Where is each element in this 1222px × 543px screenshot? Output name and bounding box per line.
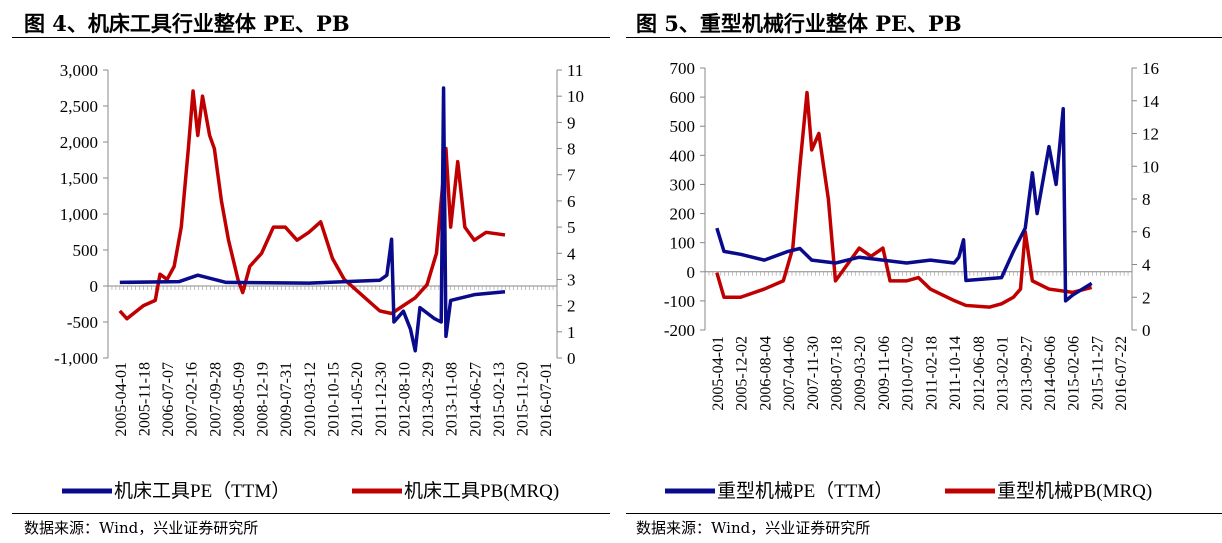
x-tick-label: 2011-12-30	[373, 362, 390, 436]
x-tick-label: 2010-10-15	[326, 362, 343, 437]
y-right-tick-label: 6	[567, 192, 576, 211]
y-right-tick-label: 8	[567, 140, 576, 159]
y-right-tick-label: 7	[567, 166, 576, 185]
y-left-tick-label: -500	[67, 313, 98, 332]
y-right-tick-label: 11	[567, 61, 583, 80]
source-note-2: 数据来源：Wind，兴业证券研究所	[636, 519, 871, 537]
y-right-tick-label: 1	[567, 323, 576, 342]
y-right-tick-label: 9	[567, 113, 576, 132]
x-tick-label: 2009-07-31	[278, 362, 295, 437]
x-tick-label: 2011-10-14	[947, 336, 964, 410]
x-tick-label: 2005-12-02	[734, 336, 751, 411]
source-rule-2	[626, 513, 1222, 514]
x-tick-label: 2005-11-18	[136, 362, 153, 436]
y-right-tick-label: 8	[1142, 190, 1151, 209]
y-right-tick-label: 10	[567, 87, 584, 106]
y-left-tick-label: 500	[73, 241, 99, 260]
y-right-tick-label: 0	[1142, 321, 1151, 340]
x-tick-label: 2006-07-07	[160, 362, 177, 437]
legend-label: 机床工具PB(MRQ)	[404, 480, 559, 502]
pe-series-line	[715, 107, 1093, 303]
x-tick-label: 2007-02-16	[184, 362, 201, 437]
y-left-tick-label: 0	[90, 277, 99, 296]
chart-title-1: 图 4、机床工具行业整体 PE、PB	[24, 11, 350, 36]
x-tick-label: 2008-07-18	[828, 336, 845, 411]
y-right-tick-label: 2	[1142, 288, 1151, 307]
x-tick-label: 2016-07-01	[538, 362, 555, 437]
chart-title-2: 图 5、重型机械行业整体 PE、PB	[636, 11, 962, 36]
y-right-tick-label: 14	[1142, 92, 1160, 111]
x-tick-label: 2015-11-27	[1089, 336, 1106, 410]
x-tick-label: 2015-02-13	[491, 362, 508, 437]
source-rule-1	[12, 513, 610, 514]
x-tick-label: 2011-02-18	[923, 336, 940, 410]
x-tick-label: 2007-09-28	[207, 362, 224, 437]
y-left-tick-label: 3,000	[60, 61, 98, 80]
x-tick-label: 2007-04-06	[781, 336, 798, 411]
y-left-tick-label: 300	[670, 175, 696, 194]
y-right-tick-label: 2	[567, 297, 576, 316]
y-left-tick-label: 1,500	[60, 169, 98, 188]
x-tick-label: 2014-06-06	[1042, 336, 1059, 411]
x-tick-label: 2008-05-09	[231, 362, 248, 437]
y-left-tick-label: 0	[687, 263, 696, 282]
source-note-1: 数据来源：Wind，兴业证券研究所	[24, 519, 259, 537]
y-left-tick-label: -100	[664, 292, 695, 311]
y-right-tick-label: 5	[567, 218, 576, 237]
legend-label: 机床工具PE（TTM）	[114, 480, 290, 502]
x-tick-label: 2005-04-01	[710, 336, 727, 411]
x-tick-label: 2013-03-29	[420, 362, 437, 437]
x-tick-label: 2009-03-20	[852, 336, 869, 411]
y-right-tick-label: 16	[1142, 59, 1159, 78]
y-left-tick-label: 600	[670, 88, 696, 107]
y-left-tick-label: -200	[664, 321, 695, 340]
x-tick-label: 2010-03-12	[302, 362, 319, 437]
y-left-tick-label: -1,000	[54, 349, 98, 368]
legend-label: 重型机械PB(MRQ)	[997, 480, 1152, 502]
y-right-tick-label: 6	[1142, 223, 1151, 242]
y-left-tick-label: 500	[670, 117, 696, 136]
y-left-tick-label: 200	[670, 205, 696, 224]
x-tick-label: 2013-09-27	[1018, 336, 1035, 411]
pb-series-line	[715, 90, 1093, 309]
x-tick-label: 2015-02-06	[1066, 336, 1083, 411]
y-left-tick-label: 100	[670, 234, 696, 253]
title-rule-2	[626, 37, 1222, 38]
x-tick-label: 2012-08-10	[396, 362, 413, 437]
x-tick-label: 2013-02-01	[995, 336, 1012, 411]
title-rule-1	[12, 37, 610, 38]
y-right-tick-label: 3	[567, 270, 576, 289]
legend-label: 重型机械PE（TTM）	[717, 480, 893, 502]
pe-series-line	[119, 86, 506, 353]
y-right-tick-label: 4	[567, 244, 576, 263]
y-left-tick-label: 2,000	[60, 133, 98, 152]
y-right-tick-label: 10	[1142, 157, 1159, 176]
y-left-tick-label: 700	[670, 59, 696, 78]
x-tick-label: 2009-11-06	[876, 336, 893, 410]
x-tick-label: 2011-05-20	[349, 362, 366, 436]
y-left-tick-label: 400	[670, 146, 696, 165]
x-tick-label: 2014-06-27	[467, 362, 484, 437]
y-right-tick-label: 12	[1142, 125, 1159, 144]
y-right-tick-label: 4	[1142, 256, 1151, 275]
x-tick-label: 2015-11-20	[515, 362, 532, 436]
y-right-tick-label: 0	[567, 349, 576, 368]
x-tick-label: 2005-04-01	[113, 362, 130, 437]
x-tick-label: 2007-11-30	[805, 336, 822, 410]
y-left-tick-label: 2,500	[60, 97, 98, 116]
x-tick-label: 2013-11-08	[444, 362, 461, 436]
x-tick-label: 2010-07-02	[900, 336, 917, 411]
x-tick-label: 2006-08-04	[757, 336, 774, 411]
x-tick-label: 2016-07-22	[1113, 336, 1130, 411]
x-tick-label: 2012-06-08	[971, 336, 988, 411]
x-tick-label: 2008-12-19	[255, 362, 272, 437]
y-left-tick-label: 1,000	[60, 205, 98, 224]
